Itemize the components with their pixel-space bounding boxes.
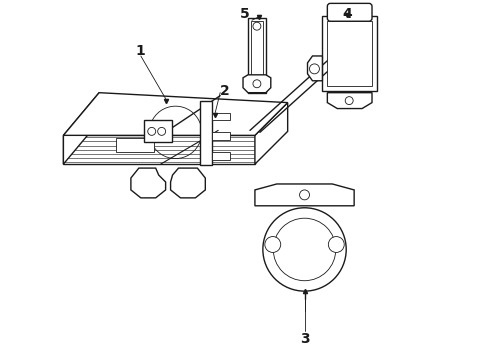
Circle shape (253, 22, 261, 30)
Text: 2: 2 (220, 84, 230, 98)
Circle shape (263, 208, 346, 291)
Circle shape (273, 218, 336, 281)
Bar (322, 16, 377, 91)
Circle shape (158, 127, 166, 135)
Bar (212, 152, 230, 160)
Circle shape (310, 64, 319, 74)
Bar (251, 21, 263, 90)
Circle shape (265, 237, 281, 252)
Circle shape (148, 127, 156, 135)
Polygon shape (171, 168, 205, 198)
FancyBboxPatch shape (327, 3, 372, 21)
Circle shape (328, 237, 344, 252)
Bar (248, 18, 266, 93)
Text: 3: 3 (300, 332, 309, 346)
Polygon shape (327, 93, 372, 109)
Polygon shape (243, 75, 271, 93)
Circle shape (345, 96, 353, 105)
Circle shape (144, 100, 207, 164)
Circle shape (156, 113, 195, 152)
Bar (327, 21, 372, 86)
Polygon shape (63, 93, 288, 135)
Circle shape (299, 190, 310, 200)
Polygon shape (308, 56, 322, 81)
Polygon shape (63, 93, 99, 164)
Text: 4: 4 (343, 7, 352, 21)
Text: 5: 5 (240, 7, 250, 21)
Bar (200, 100, 212, 165)
Circle shape (253, 80, 261, 88)
Bar (144, 121, 172, 142)
Polygon shape (131, 168, 166, 198)
Text: 1: 1 (136, 44, 146, 58)
Bar (212, 132, 230, 140)
Bar (116, 138, 154, 152)
Bar (212, 113, 230, 121)
Polygon shape (63, 135, 255, 164)
Polygon shape (255, 103, 288, 164)
Polygon shape (255, 184, 354, 206)
